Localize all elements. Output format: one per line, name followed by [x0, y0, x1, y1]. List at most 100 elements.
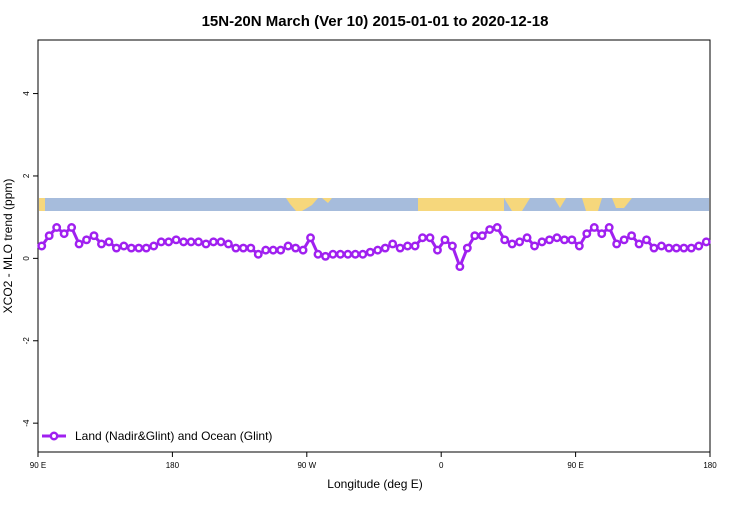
data-point — [686, 243, 696, 253]
data-point — [238, 243, 248, 253]
land-patch — [554, 198, 566, 208]
data-point — [358, 249, 368, 259]
data-point — [552, 233, 562, 243]
data-point — [82, 235, 91, 245]
data-point — [74, 239, 84, 249]
data-point — [403, 241, 413, 251]
ocean-band — [39, 198, 709, 211]
data-point — [52, 223, 62, 232]
data-point — [321, 251, 330, 261]
land-patch — [504, 198, 530, 211]
data-point — [604, 223, 614, 232]
y-tick-label: 0 — [22, 256, 31, 261]
data-point — [530, 241, 539, 251]
data-point — [126, 243, 136, 253]
data-point — [59, 229, 69, 239]
data-point — [298, 245, 308, 255]
data-point — [179, 237, 189, 247]
data-point — [231, 243, 241, 253]
data-point — [134, 243, 144, 253]
data-point — [619, 235, 629, 245]
data-point — [418, 233, 427, 243]
data-point — [627, 231, 637, 241]
data-point — [186, 237, 196, 247]
y-tick-label: 4 — [22, 91, 31, 96]
data-point — [246, 243, 256, 253]
data-point — [425, 233, 435, 243]
data-point — [440, 235, 450, 245]
data-point — [141, 243, 151, 253]
x-tick-label: 0 — [439, 461, 444, 470]
data-point — [664, 243, 674, 253]
data-point — [44, 231, 54, 241]
data-point — [223, 239, 233, 249]
data-point — [306, 233, 315, 243]
data-point — [582, 229, 592, 239]
data-point — [612, 239, 622, 249]
data-point — [500, 235, 510, 245]
data-point — [507, 239, 517, 249]
data-point — [559, 235, 569, 245]
land-ocean-band — [39, 198, 709, 211]
data-point — [276, 245, 286, 255]
legend-label: Land (Nadir&Glint) and Ocean (Glint) — [75, 429, 272, 443]
data-point — [373, 245, 383, 255]
y-tick-label: 2 — [22, 173, 31, 178]
data-point — [37, 241, 47, 251]
land-patch — [322, 198, 332, 203]
x-tick-label: 90 E — [30, 461, 46, 470]
x-tick-label: 90 W — [297, 461, 316, 470]
data-point — [350, 249, 360, 259]
data-point — [253, 249, 263, 259]
data-point — [194, 237, 203, 247]
y-tick-label: -4 — [22, 419, 31, 427]
data-point — [492, 223, 502, 232]
y-axis-label: XCO2 - MLO trend (ppm) — [1, 179, 15, 314]
data-point — [328, 249, 338, 259]
data-point — [455, 262, 465, 272]
data-point — [649, 243, 659, 253]
data-point — [313, 249, 323, 259]
data-point — [97, 239, 106, 249]
data-point — [589, 223, 599, 232]
data-point — [335, 249, 345, 259]
data-point — [156, 237, 166, 247]
data-point — [119, 241, 129, 251]
land-patch — [39, 198, 45, 211]
data-point — [462, 243, 472, 253]
data-point — [388, 239, 398, 249]
legend-marker — [49, 431, 59, 441]
data-point — [701, 237, 711, 247]
data-point — [410, 241, 420, 251]
data-point — [89, 231, 99, 241]
data-point — [164, 237, 174, 247]
land-patch — [286, 198, 318, 211]
data-point — [291, 243, 301, 253]
data-point — [477, 231, 487, 241]
data-point — [149, 241, 159, 251]
data-point — [261, 245, 271, 255]
data-point — [537, 237, 547, 247]
x-tick-label: 180 — [703, 461, 717, 470]
data-point — [679, 243, 689, 253]
data-point — [485, 225, 495, 234]
x-axis-label: Longitude (deg E) — [327, 477, 422, 491]
data-point — [522, 233, 532, 243]
land-patch — [418, 198, 504, 211]
data-point — [216, 237, 226, 247]
data-point — [515, 237, 525, 247]
data-point — [574, 241, 584, 251]
data-point — [642, 235, 651, 245]
data-point — [365, 247, 375, 257]
y-tick-label: -2 — [22, 337, 31, 345]
data-point — [268, 245, 278, 255]
data-point — [111, 243, 121, 253]
data-point — [67, 223, 77, 232]
chart-title: 15N-20N March (Ver 10) 2015-01-01 to 202… — [202, 13, 549, 30]
data-point — [283, 241, 293, 251]
data-point — [343, 249, 353, 259]
data-point — [395, 243, 405, 253]
data-point — [694, 241, 704, 251]
data-point — [634, 239, 644, 249]
